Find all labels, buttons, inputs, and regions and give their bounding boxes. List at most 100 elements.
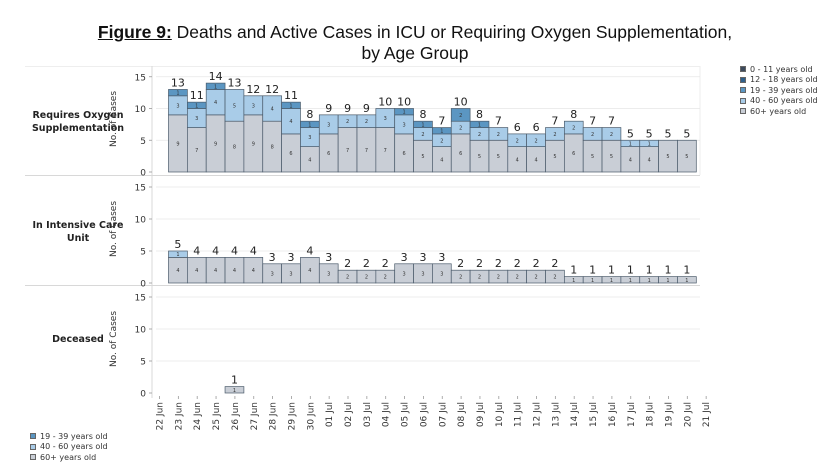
x-tick-label: 03 Jul	[363, 402, 373, 427]
segment-label: 2	[497, 275, 500, 281]
segment-label: 5	[478, 154, 481, 160]
total-label: 9	[325, 102, 332, 115]
legend-swatch	[740, 108, 746, 115]
total-label: 1	[570, 264, 577, 277]
segment-label: 4	[308, 268, 311, 274]
segment-label: 1	[591, 278, 594, 284]
segment-label: 1	[195, 103, 198, 109]
segment-label: 1	[610, 278, 613, 284]
x-tick-label: 10 Jul	[495, 402, 505, 427]
segment-label: 3	[308, 135, 311, 141]
row-label-icu-line1: In Intensive Care	[32, 220, 124, 231]
x-tick-label: 18 Jul	[646, 402, 656, 427]
segment-label: 6	[403, 151, 406, 157]
figure-label: Figure 9:	[97, 22, 172, 42]
segment-label: 3	[327, 122, 330, 128]
legend-item: 12 - 18 years old	[740, 75, 818, 86]
segment-label: 4	[252, 268, 255, 274]
bar-segment	[469, 120, 490, 128]
segment-label: 1	[629, 278, 632, 284]
total-label: 4	[231, 244, 238, 257]
x-tick-label: 30 Jun	[306, 402, 316, 430]
total-label: 1	[665, 264, 672, 277]
legend-label: 19 - 39 years old	[750, 85, 818, 95]
total-label: 12	[265, 83, 279, 96]
segment-label: 1	[289, 103, 292, 109]
y-tick-label: 15	[135, 73, 146, 83]
legend-label: 60+ years old	[750, 106, 807, 116]
total-label: 2	[476, 257, 483, 270]
segment-label: 5	[591, 154, 594, 160]
total-label: 10	[378, 96, 392, 109]
segment-label: 2	[516, 138, 519, 144]
total-label: 11	[284, 89, 298, 102]
legend-item: 60+ years old	[740, 106, 818, 117]
segment-label: 7	[195, 148, 198, 154]
total-label: 12	[246, 83, 260, 96]
x-tick-label: 11 Jul	[514, 402, 524, 427]
x-tick-label: 02 Jul	[344, 402, 354, 427]
segment-label: 3	[440, 271, 443, 277]
total-label: 2	[551, 257, 558, 270]
y-tick-label: 0	[140, 390, 146, 400]
segment-label: 1	[176, 91, 179, 97]
segment-label: 1	[572, 278, 575, 284]
x-tick-label: 26 Jun	[231, 402, 241, 430]
segment-label: 4	[629, 157, 632, 163]
segment-label: 3	[327, 271, 330, 277]
segment-label: 1	[478, 122, 481, 128]
bar-segment	[168, 250, 188, 258]
segment-label: 1	[666, 278, 669, 284]
x-tick-label: 19 Jul	[664, 402, 674, 427]
segment-label: 2	[478, 132, 481, 138]
total-label: 5	[174, 238, 181, 251]
total-label: 3	[401, 251, 408, 264]
y-tick-label: 10	[135, 105, 147, 115]
total-label: 1	[231, 374, 238, 387]
segment-label: 4	[271, 107, 274, 113]
total-label: 11	[190, 89, 204, 102]
y-tick-label: 5	[140, 248, 146, 258]
total-label: 7	[551, 115, 558, 128]
legend-label: 19 - 39 years old	[40, 431, 108, 441]
segment-label: 3	[289, 271, 292, 277]
segment-label: 2	[610, 132, 613, 138]
total-label: 10	[397, 96, 411, 109]
total-label: 7	[589, 115, 596, 128]
total-label: 6	[533, 121, 540, 134]
segment-label: 2	[534, 275, 537, 281]
total-label: 8	[570, 108, 577, 121]
segment-label: 2	[346, 119, 349, 125]
total-label: 3	[438, 251, 445, 264]
segment-label: 3	[403, 271, 406, 277]
row-label-icu-line2: Unit	[66, 233, 90, 244]
segment-label: 2	[534, 138, 537, 144]
x-tick-label: 09 Jul	[476, 402, 486, 427]
segment-label: 2	[384, 275, 387, 281]
segment-label: 1	[403, 110, 406, 116]
segment-label: 4	[176, 268, 179, 274]
segment-label: 2	[553, 132, 556, 138]
segment-label: 4	[534, 157, 537, 163]
segment-label: 2	[459, 113, 462, 119]
x-tick-label: 07 Jul	[438, 402, 448, 427]
total-label: 2	[344, 257, 351, 270]
bar-segment	[601, 127, 622, 141]
segment-label: 9	[176, 141, 179, 147]
legend-top: 0 - 11 years old 12 - 18 years old 19 - 39…	[740, 64, 818, 117]
segment-label: 5	[685, 154, 688, 160]
legend-swatch	[30, 454, 36, 461]
total-label: 2	[495, 257, 502, 270]
bar-segment	[677, 276, 697, 284]
bar-segment	[450, 108, 471, 122]
total-label: 13	[171, 76, 185, 89]
segment-label: 5	[610, 154, 613, 160]
bar-segment	[281, 101, 301, 109]
y-tick-label: 15	[135, 184, 146, 194]
y-tick-label: 5	[140, 358, 146, 368]
segment-label: 4	[214, 268, 217, 274]
legend-swatch	[740, 97, 746, 104]
legend-label: 60+ years old	[40, 452, 97, 462]
legend-item: 19 - 39 years old	[740, 85, 818, 96]
bar-segment	[168, 89, 188, 97]
